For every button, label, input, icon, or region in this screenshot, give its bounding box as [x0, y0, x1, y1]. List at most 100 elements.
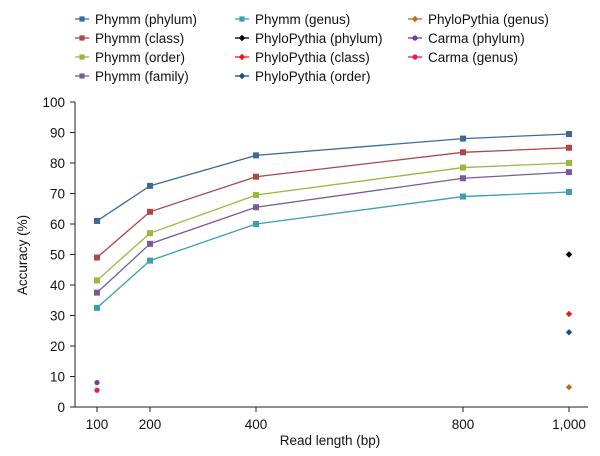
legend-label: PhyloPythia (genus) — [428, 12, 549, 27]
data-point — [566, 160, 572, 166]
data-point — [94, 387, 100, 393]
data-point — [94, 254, 100, 261]
legend-item: Carma (phylum) — [408, 31, 525, 46]
series — [565, 329, 573, 336]
series-line — [96, 191, 570, 309]
y-tick-label: 0 — [57, 400, 65, 415]
legend-label: Phymm (order) — [95, 50, 185, 65]
legend-swatch-marker — [238, 34, 246, 42]
y-axis-title: Accuracy (%) — [15, 215, 30, 295]
series — [94, 160, 572, 284]
x-tick-label: 1,000 — [552, 417, 586, 432]
legend-item: Phymm (family) — [75, 69, 189, 84]
legend-swatch-marker — [79, 35, 85, 41]
series — [94, 380, 100, 386]
data-point — [94, 217, 100, 224]
data-point — [253, 204, 259, 211]
series — [565, 383, 573, 391]
legend-swatch-marker — [79, 73, 85, 79]
x-tick-label: 100 — [86, 417, 109, 432]
legend-swatch-marker — [412, 35, 418, 41]
legend-label: PhyloPythia (class) — [255, 50, 370, 65]
data-point — [147, 182, 153, 189]
legend-item: Phymm (phylum) — [75, 12, 197, 27]
data-point — [565, 310, 573, 318]
data-point — [566, 144, 572, 151]
y-tick-label: 10 — [50, 370, 65, 385]
y-tick-label: 90 — [50, 126, 65, 141]
y-tick-label: 20 — [50, 339, 65, 354]
data-point — [253, 192, 259, 199]
series — [94, 144, 572, 261]
series — [94, 169, 572, 296]
data-point — [94, 380, 100, 386]
legend-item: PhyloPythia (order) — [235, 69, 371, 84]
series-layer — [94, 131, 573, 393]
legend-label: Phymm (class) — [95, 31, 184, 46]
legend-label: Carma (genus) — [428, 50, 518, 65]
legend-item: Phymm (genus) — [235, 12, 350, 27]
legend-item: Phymm (class) — [75, 31, 184, 46]
data-point — [566, 188, 572, 195]
data-point — [147, 208, 153, 215]
y-tick-label: 100 — [42, 95, 65, 110]
data-point — [460, 164, 466, 171]
legend-label: PhyloPythia (order) — [255, 69, 371, 84]
series-line — [96, 133, 570, 222]
legend-label: Carma (phylum) — [428, 31, 525, 46]
legend-swatch-marker — [79, 16, 85, 22]
legend: Phymm (phylum) Phymm (class) Phymm (order)… — [75, 12, 549, 84]
data-point — [94, 289, 100, 296]
legend-label: Phymm (phylum) — [95, 12, 197, 27]
y-tick-label: 60 — [50, 217, 65, 232]
x-tick-label: 200 — [139, 417, 162, 432]
series — [94, 131, 572, 224]
legend-item: PhyloPythia (genus) — [408, 12, 549, 27]
legend-item: PhyloPythia (class) — [235, 50, 370, 65]
data-point — [94, 277, 100, 284]
x-ticks: 100 200 400 800 1,000 — [86, 407, 586, 432]
data-point — [147, 230, 153, 237]
series-line — [96, 147, 570, 259]
data-point — [253, 221, 259, 227]
series-line — [96, 171, 570, 294]
series — [565, 251, 573, 258]
x-tick-label: 800 — [452, 417, 475, 432]
legend-item: Phymm (order) — [75, 50, 185, 65]
legend-swatch-marker — [238, 53, 246, 61]
legend-swatch-marker — [238, 72, 246, 80]
series — [94, 387, 100, 393]
data-point — [147, 240, 153, 247]
data-point — [94, 304, 100, 311]
data-point — [253, 152, 259, 159]
axes — [74, 102, 588, 408]
legend-item: PhyloPythia (phylum) — [235, 31, 383, 46]
data-point — [147, 257, 153, 264]
legend-swatch-marker — [239, 16, 245, 22]
legend-label: Phymm (genus) — [255, 12, 350, 27]
legend-swatch-marker — [411, 15, 419, 23]
data-point — [253, 173, 259, 180]
series — [94, 188, 572, 311]
legend-swatch-marker — [412, 54, 418, 60]
legend-item: Carma (genus) — [408, 50, 518, 65]
data-point — [460, 175, 466, 182]
data-point — [565, 383, 573, 391]
series — [565, 310, 573, 318]
x-axis-title: Read length (bp) — [280, 433, 381, 448]
data-point — [566, 131, 572, 138]
data-point — [460, 135, 466, 142]
y-tick-label: 30 — [50, 309, 65, 324]
y-tick-label: 70 — [50, 187, 65, 202]
legend-label: PhyloPythia (phylum) — [255, 31, 383, 46]
data-point — [460, 149, 466, 156]
data-point — [460, 193, 466, 200]
y-ticks: 0 10 20 30 40 50 60 70 80 90 100 — [42, 95, 75, 415]
data-point — [565, 329, 573, 336]
y-tick-label: 50 — [50, 248, 65, 263]
legend-label: Phymm (family) — [95, 69, 189, 84]
x-tick-label: 400 — [245, 417, 268, 432]
y-tick-label: 80 — [50, 156, 65, 171]
legend-swatch-marker — [79, 54, 85, 60]
